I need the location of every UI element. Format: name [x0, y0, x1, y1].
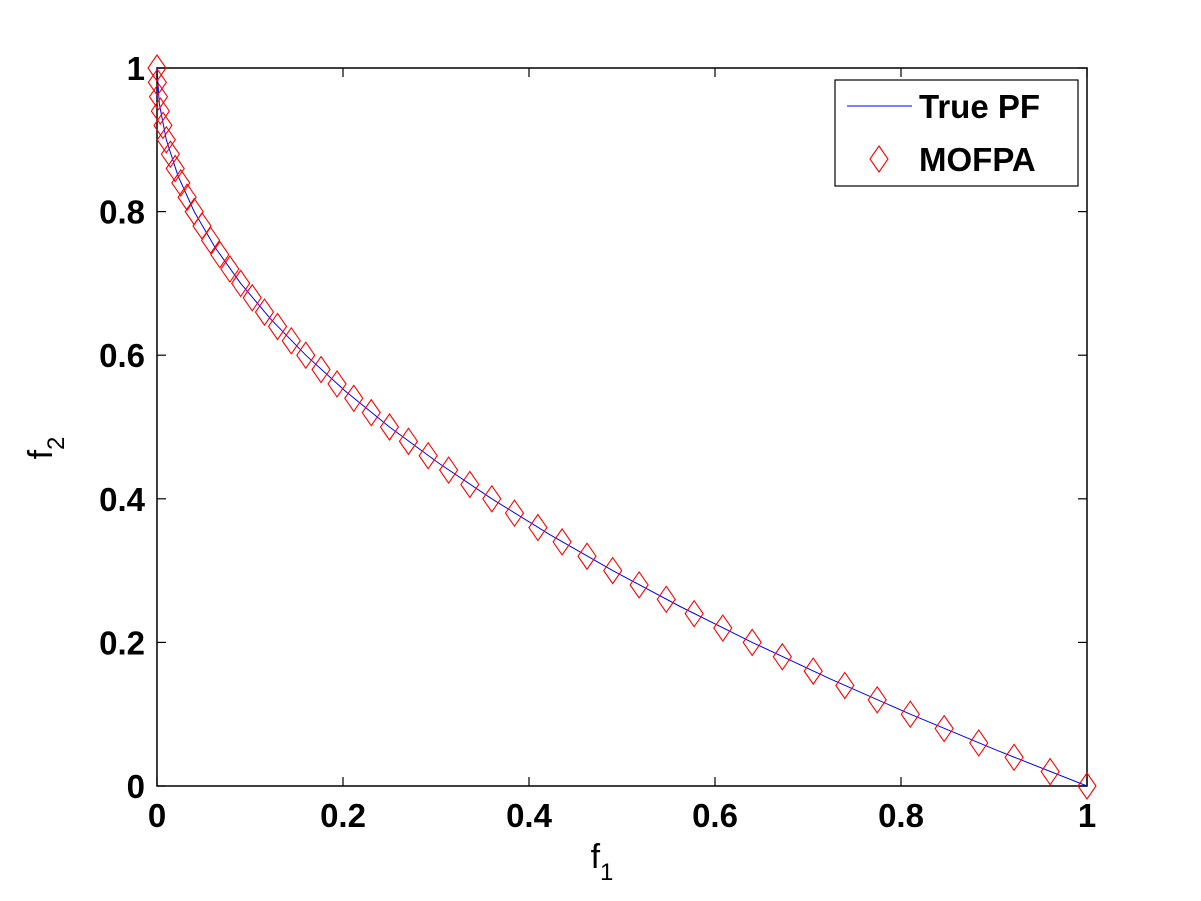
y-tick-label: 1: [127, 50, 145, 87]
mofpa-point: [934, 714, 954, 743]
y-tick-label: 0.6: [99, 337, 145, 374]
legend: True PF MOFPA: [834, 79, 1079, 187]
mofpa-point: [379, 413, 400, 441]
mofpa-point: [254, 298, 275, 327]
mofpa-point: [1040, 757, 1060, 786]
mofpa-point: [327, 369, 347, 398]
mofpa-point: [603, 556, 623, 585]
mofpa-point: [171, 168, 191, 197]
y-tick-labels: 0 0.2 0.4 0.6 0.8 1: [99, 50, 146, 805]
mofpa-point: [177, 183, 197, 212]
y-tick-label: 0.4: [99, 481, 146, 518]
legend-box: [834, 79, 1079, 187]
mofpa-point: [835, 671, 855, 700]
legend-label-mofpa: MOFPA: [919, 141, 1036, 178]
mofpa-point: [148, 82, 169, 111]
true-pf-line: [156, 67, 1088, 787]
mofpa-point: [150, 97, 171, 126]
mofpa-point: [398, 427, 419, 456]
x-tick-label: 0.6: [692, 797, 738, 834]
x-axis-label: f1: [591, 838, 614, 886]
mofpa-point: [267, 312, 288, 341]
mofpa-point: [231, 269, 251, 298]
x-tick-label: 0.8: [878, 797, 924, 834]
y-tick-label: 0.2: [99, 624, 145, 661]
x-tick-label: 0.4: [506, 797, 553, 834]
x-tick-label: 0.2: [320, 797, 366, 834]
mofpa-point: [242, 283, 262, 312]
mofpa-markers: [147, 54, 1097, 800]
mofpa-point: [552, 527, 572, 556]
mofpa-point: [742, 628, 762, 657]
mofpa-point: [418, 441, 438, 470]
mofpa-point: [713, 614, 733, 643]
mofpa-point: [803, 657, 823, 686]
mofpa-point: [482, 484, 502, 513]
x-tick-label: 0: [148, 797, 166, 834]
mofpa-point: [867, 685, 887, 714]
mofpa-point: [900, 700, 920, 729]
y-tick-label: 0.8: [99, 194, 145, 231]
legend-diamond-marker: [869, 145, 889, 173]
mofpa-point: [528, 513, 548, 542]
y-axis-label: f2: [22, 437, 70, 460]
plot-area: [156, 67, 1088, 787]
mofpa-point: [438, 456, 459, 485]
mofpa-point: [656, 585, 676, 614]
y-tick-label: 0: [127, 768, 145, 805]
legend-label-true-pf: True PF: [919, 88, 1040, 125]
mofpa-point: [296, 341, 316, 370]
mofpa-point: [504, 499, 525, 528]
mofpa-point: [153, 111, 173, 140]
mofpa-point: [147, 68, 168, 97]
mofpa-point: [311, 355, 331, 384]
mofpa-point: [684, 599, 704, 628]
x-tick-label: 1: [1078, 797, 1096, 834]
mofpa-point: [165, 154, 185, 183]
mofpa-point: [281, 326, 301, 355]
series-layer: [147, 54, 1097, 800]
mofpa-point: [577, 542, 597, 571]
mofpa-point: [361, 398, 381, 427]
mofpa-point: [210, 240, 230, 269]
x-tick-labels: 0 0.2 0.4 0.6 0.8 1: [148, 797, 1096, 834]
mofpa-point: [344, 384, 364, 413]
mofpa-point: [147, 54, 167, 82]
mofpa-point: [460, 470, 480, 499]
mofpa-point: [772, 642, 793, 671]
mofpa-point: [156, 125, 176, 154]
mofpa-point: [160, 140, 181, 169]
mofpa-point: [200, 226, 221, 255]
mofpa-point: [969, 728, 989, 757]
mofpa-point: [1004, 743, 1024, 772]
mofpa-point: [629, 570, 649, 599]
mofpa-point: [1077, 772, 1097, 800]
axis-ticks: [156, 67, 1088, 787]
mofpa-point: [220, 255, 240, 284]
